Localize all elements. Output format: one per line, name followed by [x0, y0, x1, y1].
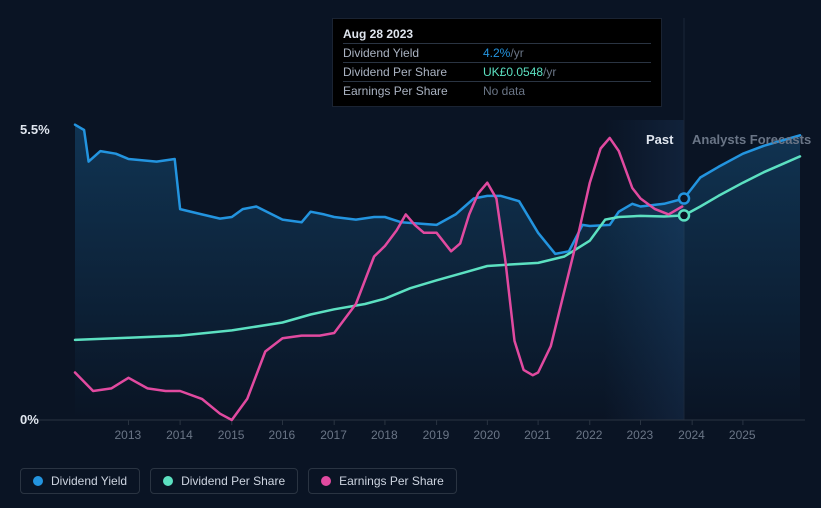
legend-dot-icon [321, 476, 331, 486]
tooltip-value: 4.2% [483, 46, 510, 60]
tooltip-date: Aug 28 2023 [343, 27, 413, 41]
chart-tooltip: Aug 28 2023 Dividend Yield4.2% /yrDivide… [332, 18, 662, 107]
x-tick-label: 2022 [576, 428, 603, 442]
x-tick-label: 2024 [678, 428, 705, 442]
past-region-label: Past [646, 132, 673, 147]
forecast-region-label: Analysts Forecasts [692, 132, 811, 147]
tooltip-row: Dividend Yield4.2% /yr [343, 43, 651, 62]
x-tick-label: 2016 [269, 428, 296, 442]
x-tick-label: 2015 [218, 428, 245, 442]
tooltip-unit: /yr [543, 65, 556, 79]
chart-legend: Dividend Yield Dividend Per Share Earnings… [20, 468, 457, 494]
legend-label: Dividend Per Share [181, 474, 285, 488]
x-tick-label: 2023 [627, 428, 654, 442]
legend-item[interactable]: Earnings Per Share [308, 468, 457, 494]
x-tick-label: 2013 [114, 428, 141, 442]
tooltip-row: Dividend Per ShareUK£0.0548 /yr [343, 62, 651, 81]
y-tick-label: 5.5% [20, 122, 50, 137]
x-tick-label: 2021 [524, 428, 551, 442]
x-tick-label: 2018 [371, 428, 398, 442]
tooltip-value: UK£0.0548 [483, 65, 543, 79]
tooltip-value: No data [483, 84, 525, 98]
dividend-chart: 5.5% 0% 2013 2014 2015 2016 2017 2018 2019 2020 2… [0, 0, 821, 508]
legend-item[interactable]: Dividend Per Share [150, 468, 298, 494]
x-tick-label: 2019 [423, 428, 450, 442]
tooltip-row: Earnings Per ShareNo data [343, 81, 651, 100]
x-tick-label: 2025 [729, 428, 756, 442]
legend-dot-icon [163, 476, 173, 486]
x-tick-label: 2020 [473, 428, 500, 442]
legend-label: Dividend Yield [51, 474, 127, 488]
tooltip-label: Dividend Yield [343, 46, 483, 60]
tooltip-label: Earnings Per Share [343, 84, 483, 98]
legend-dot-icon [33, 476, 43, 486]
legend-item[interactable]: Dividend Yield [20, 468, 140, 494]
tooltip-label: Dividend Per Share [343, 65, 483, 79]
tooltip-unit: /yr [510, 46, 523, 60]
x-tick-label: 2017 [320, 428, 347, 442]
y-tick-label: 0% [20, 412, 39, 427]
legend-label: Earnings Per Share [339, 474, 444, 488]
x-tick-label: 2014 [166, 428, 193, 442]
